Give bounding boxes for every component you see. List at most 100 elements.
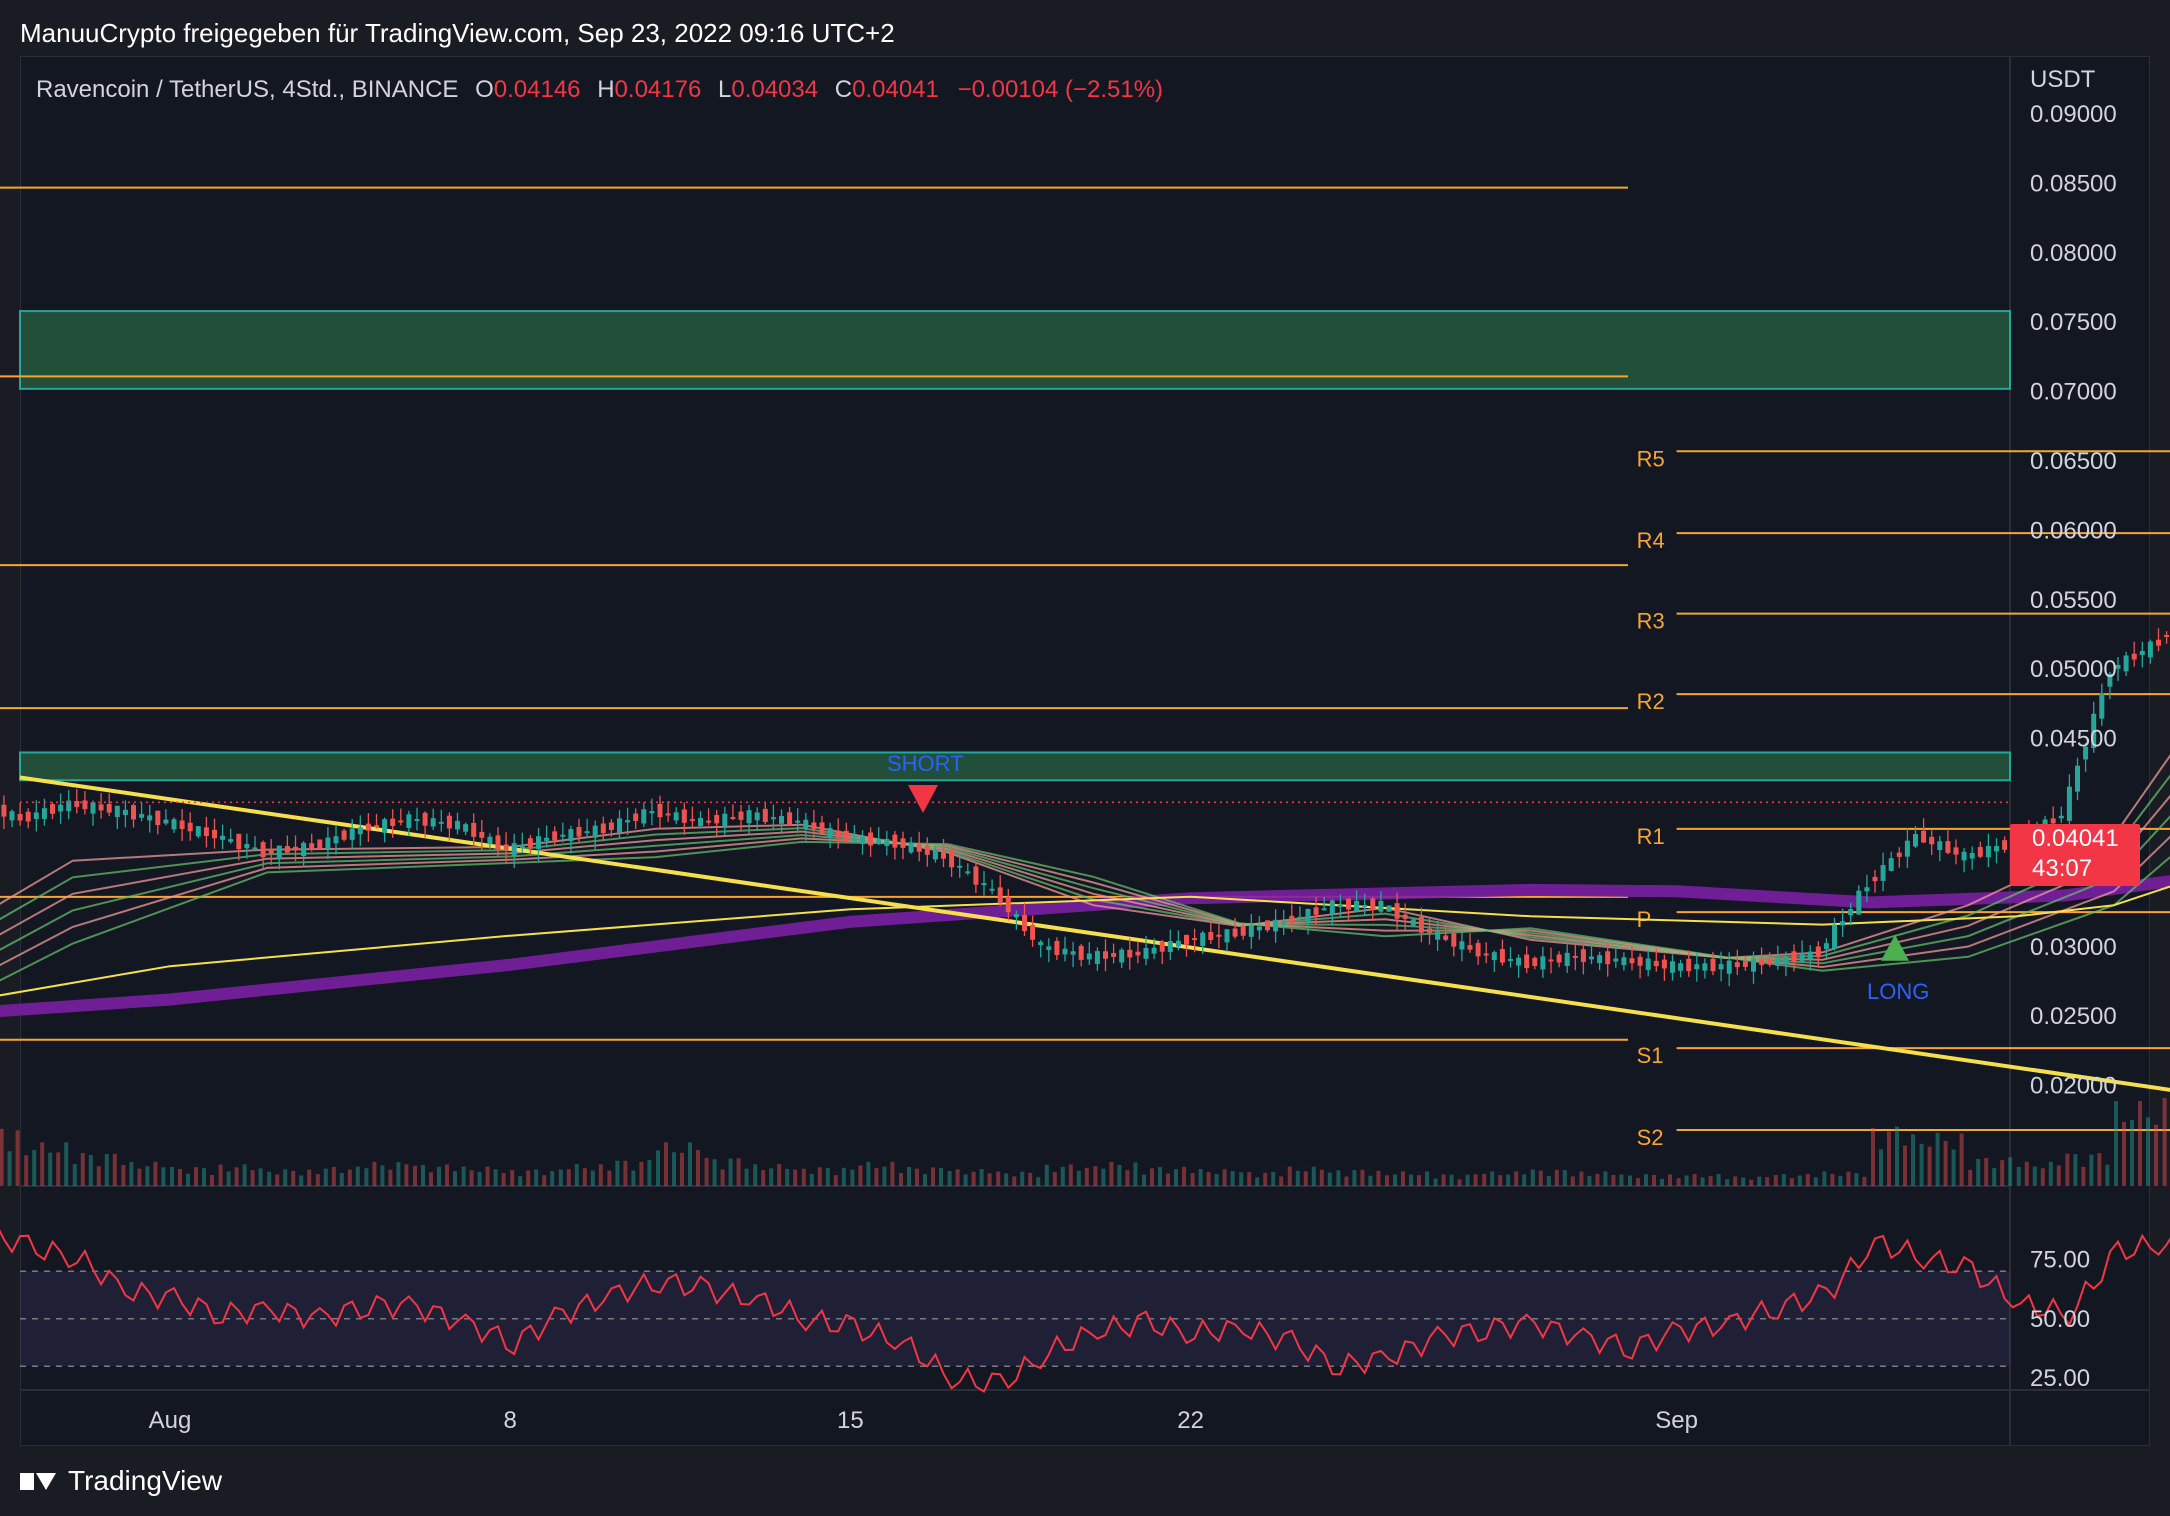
ema-ribbon-line xyxy=(0,815,2170,965)
candle-body xyxy=(1767,958,1773,965)
volume-bar xyxy=(32,1150,37,1186)
volume-bar xyxy=(469,1170,474,1186)
volume-bar xyxy=(437,1166,441,1186)
candle-body xyxy=(1840,921,1846,926)
candle-body xyxy=(2139,650,2145,655)
candle-body xyxy=(1605,951,1611,965)
volume-bar xyxy=(291,1170,296,1186)
price-tick-label: 0.06000 xyxy=(2030,517,2117,544)
volume-bar xyxy=(2089,1154,2094,1186)
candle-body xyxy=(2147,641,2153,658)
tradingview-logo-icon[interactable] xyxy=(20,1470,58,1492)
candle-body xyxy=(430,818,436,827)
candle-body xyxy=(1661,959,1667,969)
volume-bar xyxy=(1498,1175,1503,1186)
candle-body xyxy=(511,843,517,856)
candle-body xyxy=(155,810,161,826)
candle-body xyxy=(1678,963,1684,971)
candle-body xyxy=(1297,916,1303,919)
volume-bar xyxy=(1951,1149,1956,1186)
volume-bar xyxy=(1895,1126,1899,1186)
candle-body xyxy=(349,828,355,840)
volume-bar xyxy=(1959,1133,1964,1186)
volume-bar xyxy=(1506,1174,1511,1186)
open-label: O xyxy=(475,76,494,103)
volume-bar xyxy=(1060,1166,1065,1186)
candle-body xyxy=(341,830,347,840)
candle-body xyxy=(1572,955,1578,958)
volume-bar xyxy=(380,1165,385,1186)
brand-name[interactable]: TradingView xyxy=(68,1465,223,1496)
volume-bar xyxy=(2130,1119,2134,1186)
volume-bar xyxy=(825,1168,830,1186)
candle-body xyxy=(398,820,404,823)
volume-bar xyxy=(704,1157,709,1186)
candle-body xyxy=(58,804,64,812)
candle-body xyxy=(1702,963,1708,971)
volume-bar xyxy=(1619,1174,1624,1186)
candle-body xyxy=(584,831,590,834)
volume-bar xyxy=(1068,1164,1073,1186)
candle-body xyxy=(617,818,622,833)
symbol-name[interactable]: Ravencoin / TetherUS, 4Std., BINANCE xyxy=(36,76,459,103)
candle-body xyxy=(625,820,631,823)
volume-bar xyxy=(1158,1167,1162,1186)
candle-body xyxy=(1524,954,1530,969)
volume-bar xyxy=(1733,1176,1738,1186)
volume-bar xyxy=(858,1165,863,1186)
moving-average-long xyxy=(0,875,2170,1018)
candle-body xyxy=(1005,897,1011,913)
volume-bar xyxy=(647,1160,652,1186)
candle-body xyxy=(1078,945,1084,960)
volume-bar xyxy=(696,1149,700,1186)
volume-bar xyxy=(1700,1177,1705,1186)
candle-body xyxy=(382,819,388,833)
volume-bar xyxy=(1862,1176,1867,1186)
candle-body xyxy=(503,844,509,851)
candle-body xyxy=(317,839,323,849)
candle-body xyxy=(422,812,428,826)
candle-body xyxy=(122,809,128,816)
candle-body xyxy=(657,803,663,818)
candle-body xyxy=(1410,919,1416,926)
volume-bar xyxy=(2048,1161,2053,1186)
candle-body xyxy=(1694,964,1700,970)
volume-bar xyxy=(1838,1175,1843,1186)
change-value: −0.00104 (−2.51%) xyxy=(957,76,1164,103)
volume-bar xyxy=(736,1158,741,1186)
volume-bar xyxy=(2073,1154,2078,1186)
candle-body xyxy=(365,823,371,831)
volume-bar xyxy=(1117,1165,1122,1186)
volume-bar xyxy=(1968,1169,1973,1186)
candle-body xyxy=(957,865,963,868)
candle-body xyxy=(325,837,331,849)
volume-bar xyxy=(2162,1097,2167,1186)
candle-body xyxy=(1370,898,1376,910)
last-price-tag: 0.04041 43:07 xyxy=(2010,824,2140,886)
candle-body xyxy=(795,820,801,823)
volume-bar xyxy=(639,1161,644,1186)
last-price-value: 0.04041 xyxy=(2032,825,2119,852)
volume-bar xyxy=(801,1168,806,1186)
candle-body xyxy=(681,809,687,823)
candle-body xyxy=(495,835,501,850)
volume-bar xyxy=(1385,1175,1389,1186)
price-tick-label: 0.04500 xyxy=(2030,726,2117,753)
candle-body xyxy=(973,866,979,885)
volume-bar xyxy=(2016,1166,2021,1186)
long-signal-icon xyxy=(1881,934,1909,961)
volume-bar xyxy=(1530,1169,1535,1186)
low-label: L xyxy=(717,76,732,103)
candle-body xyxy=(1402,914,1408,919)
volume-bar xyxy=(590,1170,595,1186)
candle-body xyxy=(1151,947,1157,954)
candle-body xyxy=(981,883,987,886)
candle-body xyxy=(1686,958,1692,972)
candle-body xyxy=(1427,928,1432,933)
candle-body xyxy=(1111,952,1117,957)
candle-body xyxy=(50,804,55,814)
volume-bar xyxy=(1255,1177,1260,1186)
candle-body xyxy=(1540,956,1546,970)
volume-bar xyxy=(137,1168,142,1186)
